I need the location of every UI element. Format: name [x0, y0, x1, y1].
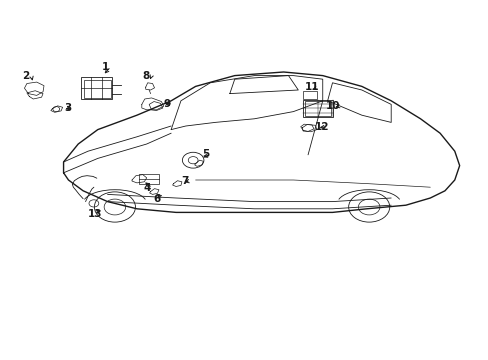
Bar — [84, 80, 111, 98]
Bar — [139, 174, 159, 184]
Text: 2: 2 — [22, 71, 29, 81]
Text: 12: 12 — [314, 122, 328, 132]
Text: 11: 11 — [304, 82, 319, 92]
Text: 3: 3 — [64, 103, 71, 113]
Text: 13: 13 — [88, 209, 102, 219]
Bar — [305, 101, 330, 116]
Text: 4: 4 — [142, 183, 150, 193]
Bar — [81, 77, 112, 99]
Bar — [303, 91, 316, 99]
Text: 7: 7 — [181, 176, 188, 186]
Text: 5: 5 — [202, 149, 208, 159]
Text: 6: 6 — [154, 194, 161, 204]
Bar — [303, 100, 332, 117]
Text: 10: 10 — [325, 101, 340, 111]
Text: 8: 8 — [142, 71, 149, 81]
Text: 1: 1 — [102, 62, 108, 72]
Text: 9: 9 — [163, 99, 170, 109]
